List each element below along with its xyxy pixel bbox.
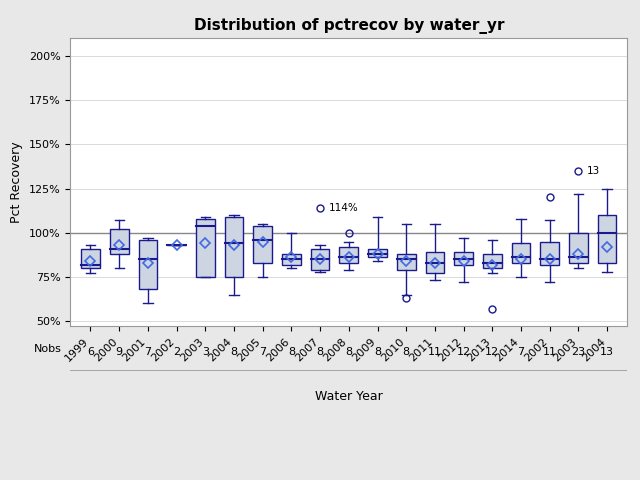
Bar xyxy=(139,240,157,289)
Text: 11: 11 xyxy=(543,347,557,357)
Title: Distribution of pctrecov by water_yr: Distribution of pctrecov by water_yr xyxy=(193,18,504,34)
Text: 13: 13 xyxy=(587,166,600,176)
Text: 7: 7 xyxy=(259,347,266,357)
Text: 8: 8 xyxy=(403,347,410,357)
Bar xyxy=(225,217,243,277)
Text: 8: 8 xyxy=(345,347,353,357)
Bar xyxy=(110,229,129,254)
Bar xyxy=(483,254,502,268)
Bar xyxy=(598,215,616,263)
Text: Nobs: Nobs xyxy=(34,344,62,354)
Text: 6: 6 xyxy=(87,347,94,357)
Text: 3: 3 xyxy=(202,347,209,357)
Bar xyxy=(339,247,358,263)
Bar xyxy=(196,218,214,277)
Text: 23: 23 xyxy=(572,347,586,357)
Text: 2: 2 xyxy=(173,347,180,357)
Text: 8: 8 xyxy=(230,347,237,357)
Bar xyxy=(426,252,444,274)
Text: 12: 12 xyxy=(485,347,499,357)
Text: Water Year: Water Year xyxy=(315,390,383,403)
Text: 9: 9 xyxy=(116,347,123,357)
Bar xyxy=(368,249,387,257)
Bar xyxy=(540,241,559,264)
Text: 8: 8 xyxy=(317,347,324,357)
Bar xyxy=(511,243,531,263)
Bar xyxy=(397,254,415,270)
Text: 13: 13 xyxy=(600,347,614,357)
Text: 8: 8 xyxy=(374,347,381,357)
Bar xyxy=(81,249,100,268)
Text: 11: 11 xyxy=(428,347,442,357)
Text: 12: 12 xyxy=(456,347,470,357)
Bar xyxy=(311,249,330,270)
Bar xyxy=(454,252,473,264)
Text: 7: 7 xyxy=(518,347,525,357)
Text: 8: 8 xyxy=(288,347,295,357)
Bar xyxy=(253,226,272,263)
Text: 7: 7 xyxy=(145,347,152,357)
Bar xyxy=(282,254,301,264)
Y-axis label: Pct Recovery: Pct Recovery xyxy=(10,142,24,223)
Text: 114%: 114% xyxy=(329,203,358,213)
Bar xyxy=(569,233,588,263)
